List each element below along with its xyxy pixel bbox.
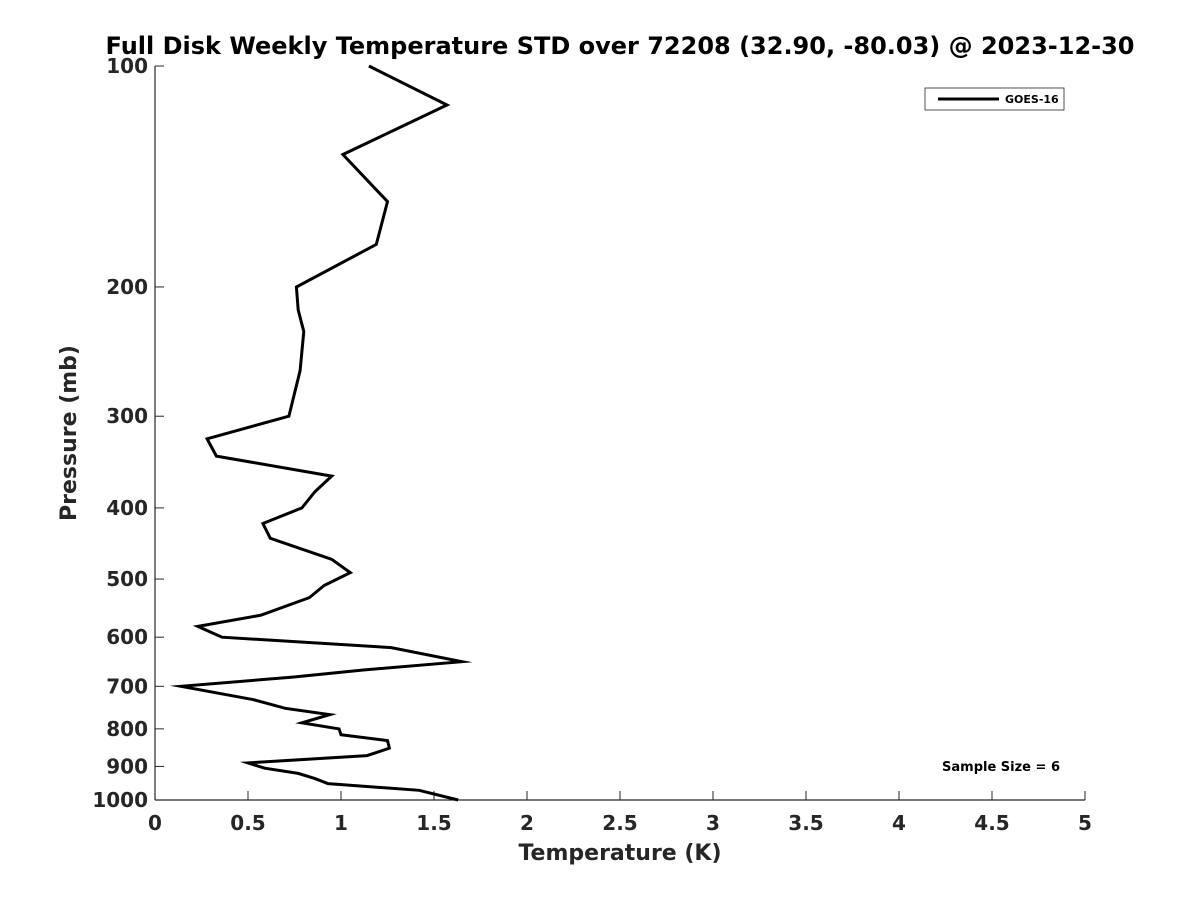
y-tick-label: 1000 [92,788,148,812]
series-group [169,64,473,802]
y-tick-label: 800 [106,717,148,741]
series-line-goes-16 [169,64,473,802]
x-tick-label: 4 [892,811,906,835]
legend: GOES-16 [924,87,1065,111]
y-tick-label: 100 [106,54,148,78]
x-axis-ticks: 0 0.5 1 1.5 2 2.5 3 3.5 4 4.5 5 [148,791,1092,835]
y-tick-label: 900 [106,754,148,778]
sample-size-annotation: Sample Size = 6 [942,760,1060,775]
y-tick-label: 600 [106,625,148,649]
y-tick-label: 700 [106,674,148,698]
y-tick-label: 300 [106,404,148,428]
x-tick-label: 0 [148,811,162,835]
x-tick-label: 4.5 [974,811,1009,835]
plot-area: 0 0.5 1 1.5 2 2.5 3 3.5 4 4.5 5 100 200 300 400 500 600… [92,54,1092,835]
y-axis-ticks: 100 200 300 400 500 600 700 800 900 1000 [92,54,164,812]
x-axis-label: Temperature (K) [518,841,721,866]
x-tick-label: 2.5 [602,811,637,835]
y-tick-label: 500 [106,567,148,591]
x-tick-label: 3.5 [788,811,823,835]
x-tick-label: 2 [520,811,534,835]
legend-label-goes-16: GOES-16 [1005,93,1059,106]
chart-title: Full Disk Weekly Temperature STD over 72… [106,32,1135,60]
x-tick-label: 5 [1078,811,1092,835]
y-axis-label: Pressure (mb) [57,345,82,521]
x-tick-label: 0.5 [230,811,265,835]
y-tick-label: 200 [106,275,148,299]
x-tick-label: 1.5 [416,811,451,835]
x-tick-label: 3 [706,811,720,835]
y-tick-label: 400 [106,496,148,520]
x-tick-label: 1 [334,811,348,835]
